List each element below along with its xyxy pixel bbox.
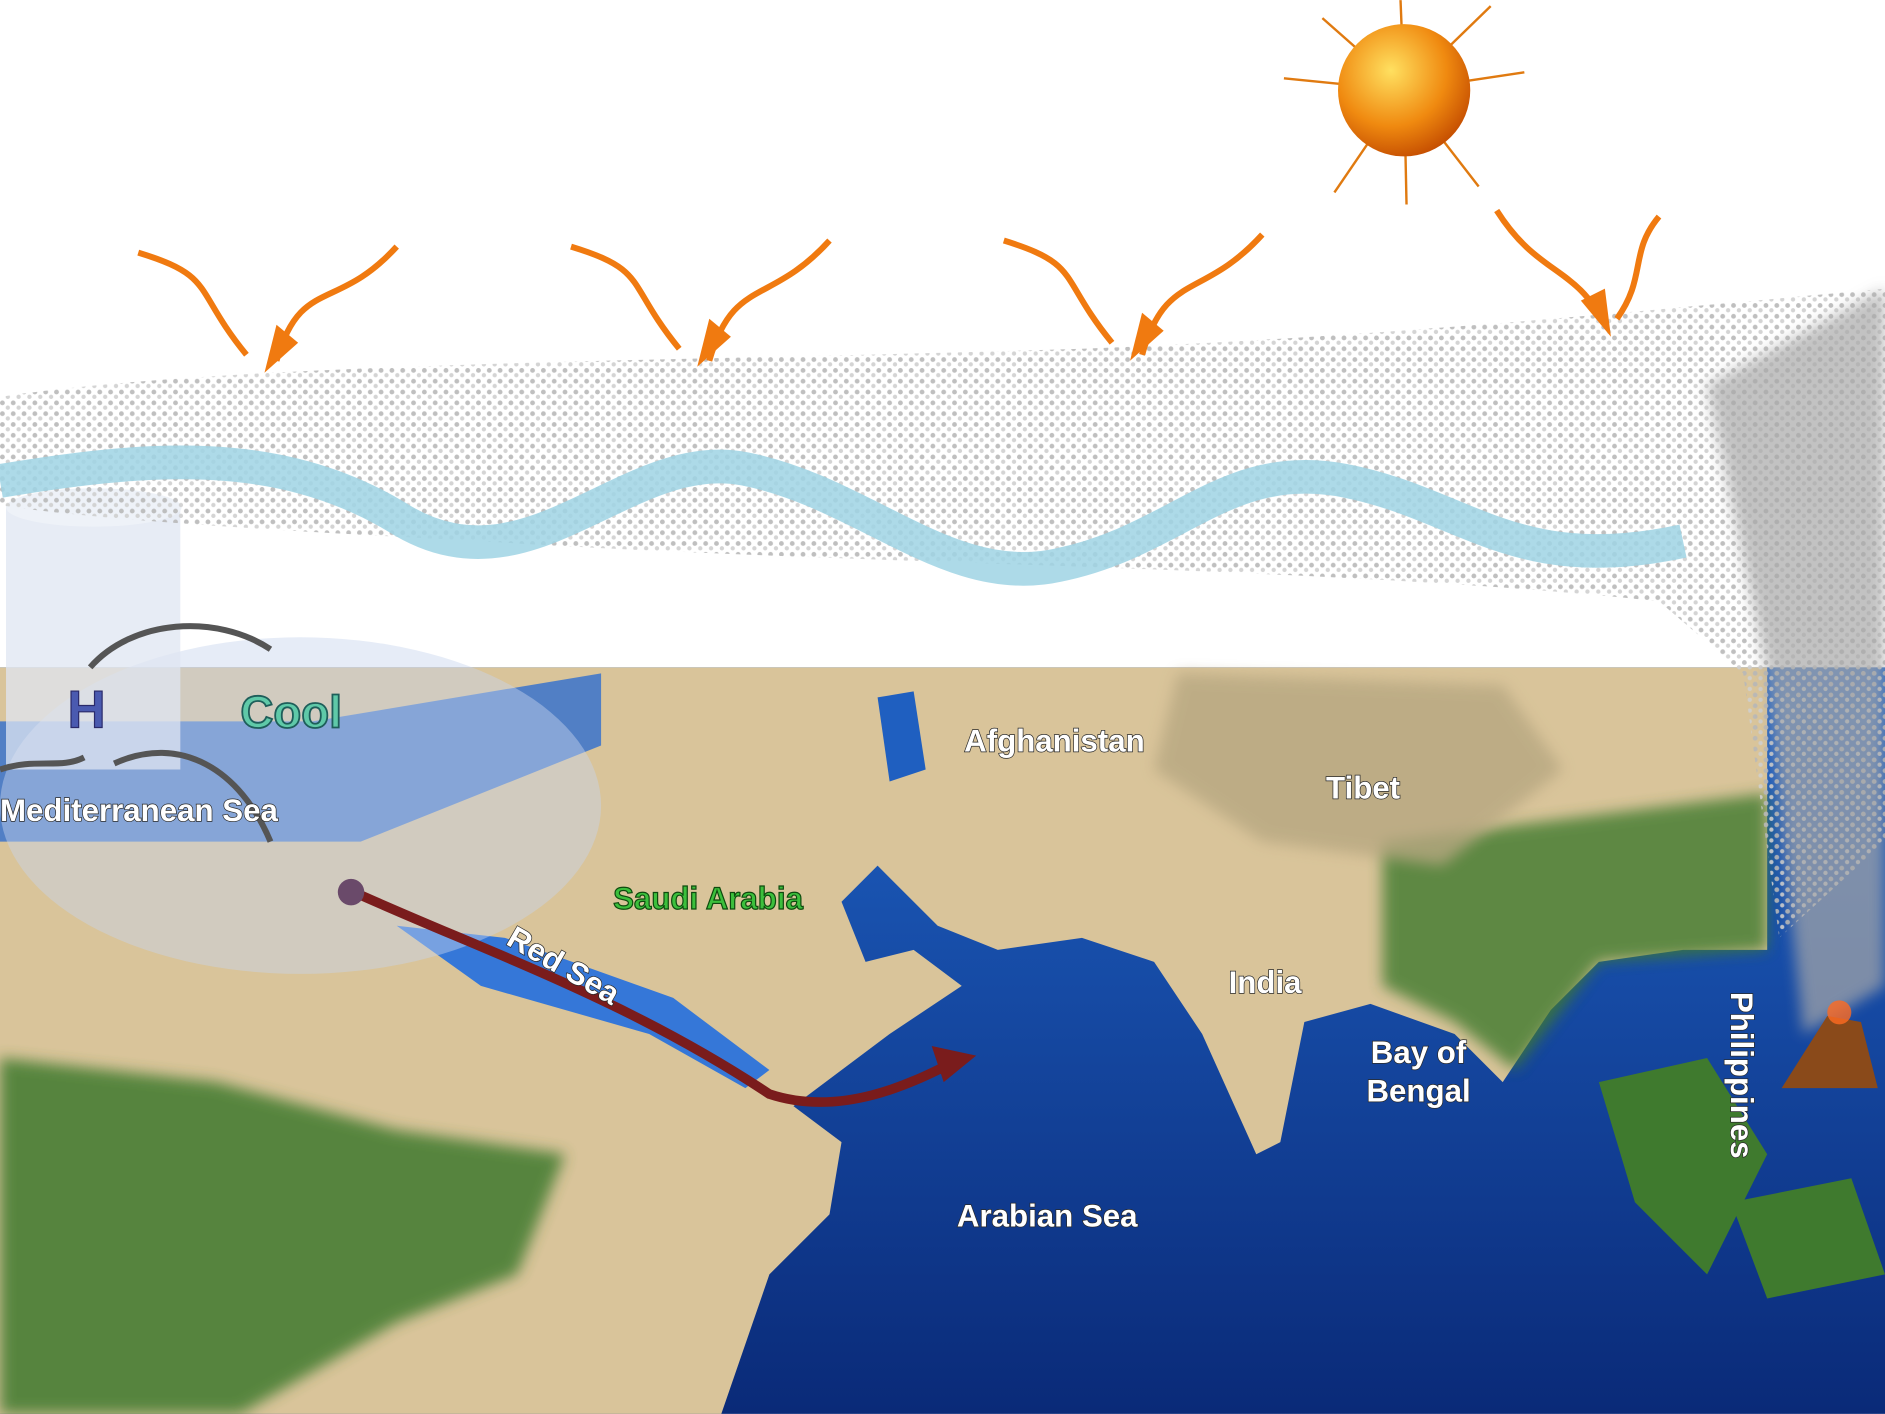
volcanic-plume: [1707, 288, 1885, 1034]
trajectory-origin: [337, 878, 365, 906]
sea-label: Bay of: [1371, 1035, 1467, 1070]
forest-africa: [0, 1058, 566, 1414]
red-sea-water: [396, 925, 770, 1089]
high-pressure-column: [6, 505, 181, 770]
country-label: Philippines: [1724, 992, 1759, 1159]
tibet-plateau: [1154, 673, 1563, 866]
cool-label: Cool: [240, 686, 341, 737]
sea-label: Mediterranean Sea: [0, 793, 279, 828]
volcano: [1781, 1015, 1878, 1089]
islands: [1598, 1058, 1885, 1299]
forest-asia: [1382, 793, 1768, 1071]
region-label: Tibet: [1326, 770, 1401, 805]
dust-trajectory: [346, 885, 952, 1107]
high-label: H: [67, 680, 105, 739]
mediterranean-water: [0, 673, 602, 842]
country-label: Saudi Arabia: [613, 881, 803, 916]
country-label: India: [1229, 965, 1303, 1000]
trajectory-head: [931, 1046, 977, 1083]
jet-stream: [0, 445, 1687, 586]
sea-label: Bengal: [1366, 1073, 1470, 1108]
country-label: Afghanistan: [964, 723, 1145, 758]
sun: [1283, 0, 1525, 205]
circulation-arrows: [0, 623, 274, 843]
eruption: [1827, 1000, 1852, 1025]
caspian: [877, 691, 926, 782]
map: [0, 667, 1885, 1414]
sea-label: Arabian Sea: [957, 1198, 1138, 1233]
aerosol-cloud: [0, 288, 1885, 938]
